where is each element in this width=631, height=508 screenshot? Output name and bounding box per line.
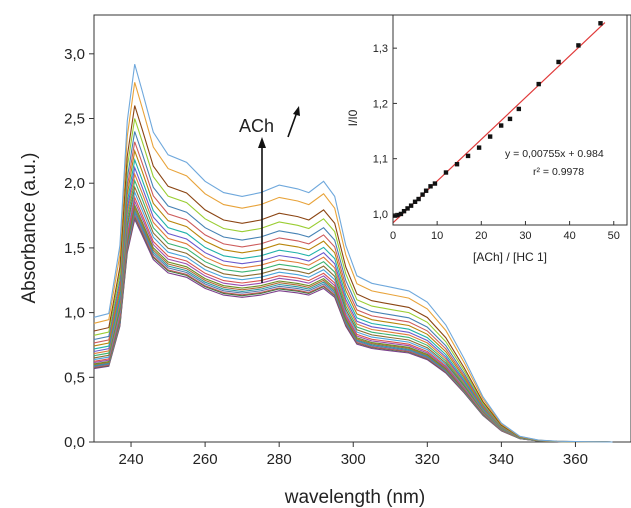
inset-plot-frame [392,14,628,226]
main-y-tick-label: 1,5 [64,240,85,257]
ach-annotation: ACh [239,106,300,283]
data-point [423,188,429,193]
main-y-tick-label: 1,0 [64,305,85,322]
fit-line [392,22,606,224]
inset-fit-line [392,22,606,224]
data-point [487,134,493,139]
ach-diagonal-arrow [287,111,298,138]
inset-y-axis: 1,0 1,1 1,2 1,3 [373,43,397,221]
inset-x-axis: 0 10 20 30 40 50 [390,221,620,242]
main-y-tick-label: 0,5 [64,369,85,386]
main-x-axis: 240 260 280 300 320 340 360 [119,442,588,468]
data-point [443,170,449,175]
data-point [576,43,581,48]
fit-r-squared: r² = 0.9978 [533,166,584,178]
data-point [556,59,561,65]
ach-vertical-arrowhead [258,137,266,148]
ach-label: ACh [239,116,274,136]
main-x-axis-title: wavelength (nm) [284,487,425,508]
data-point [412,199,418,204]
data-point [408,203,414,208]
inset-y-tick-label: 1,3 [373,43,388,55]
inset-data-points [393,21,603,218]
inset-x-tick-label: 40 [563,230,575,242]
inset-x-tick-label: 20 [475,230,487,242]
data-point [428,184,433,189]
main-x-tick-label: 260 [193,451,218,468]
data-point [476,145,482,150]
main-chart: 240 260 280 300 320 340 360 0,00,51,01,52,02,5… [19,14,631,508]
data-point [465,153,471,159]
main-y-tick-label: 2,5 [64,111,85,128]
data-point [536,81,541,87]
main-y-axis-title: Absorbance (a.u.) [19,152,40,303]
data-point [516,106,522,112]
data-point [401,208,407,214]
inset-y-tick-label: 1,2 [373,98,388,110]
data-point [395,212,400,218]
data-point [598,21,603,26]
inset-x-axis-title: [ACh] / [HC 1] [473,250,547,264]
inset-x-tick-label: 0 [390,230,396,242]
main-x-tick-label: 300 [341,451,366,468]
main-y-tick-label: 0,0 [64,434,85,451]
data-point [498,123,504,128]
main-y-axis: 0,0 0,5 1,0 1,5 2,0 2,5 3,0 [64,46,94,451]
fit-equation: y = 0,00755x + 0.984 [505,148,604,160]
inset-y-tick-label: 1,1 [373,154,388,166]
inset-x-tick-label: 30 [519,230,531,242]
main-x-tick-label: 280 [267,451,292,468]
main-y-tick-label: 2,0 [64,175,85,192]
inset-y-axis-title: I/I0 [346,109,360,126]
main-plot-frame [93,14,631,443]
inset-y-tick-label: 1,0 [373,209,388,221]
main-x-tick-label: 320 [415,451,440,468]
inset-x-tick-label: 10 [431,230,443,242]
data-point [454,162,460,167]
ach-diagonal-arrowhead [293,106,300,116]
main-y-tick-label: 3,0 [64,46,85,63]
inset-chart: 0 10 20 30 40 50 1,01,11,21,3 [ACh] / [HC 1] … [346,14,628,264]
data-point [405,206,410,211]
data-point [416,196,421,202]
data-point [507,116,513,122]
inset-x-tick-label: 50 [608,230,620,242]
data-point [432,181,438,186]
main-x-tick-label: 360 [563,451,588,468]
absorbance-curve-20 [93,105,613,443]
main-x-tick-label: 340 [489,451,514,468]
main-x-tick-label: 240 [119,451,144,468]
absorbance-curves [93,64,613,443]
data-point [393,213,398,218]
data-point [398,211,404,217]
absorbance-curve-22 [93,64,613,443]
data-point [420,192,425,197]
absorbance-curve-8 [93,199,613,443]
